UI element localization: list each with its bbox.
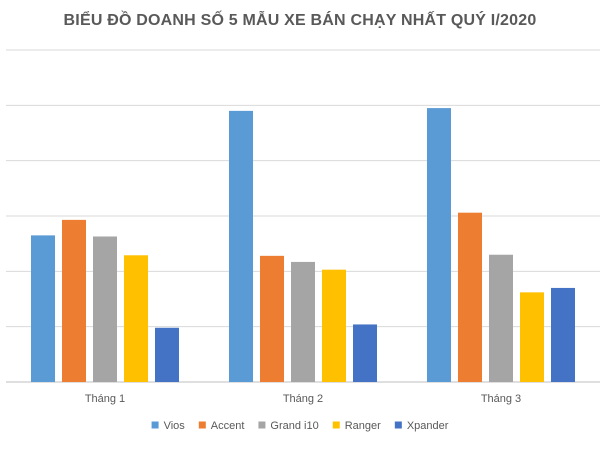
bar-xpander-3 <box>551 287 575 382</box>
bar-vios-2 <box>229 110 253 382</box>
bar-accent-2 <box>260 255 284 382</box>
x-tick-label: Tháng 1 <box>85 393 125 405</box>
x-tick-label: Tháng 2 <box>283 393 323 405</box>
chart-title: BIỂU ĐỒ DOANH SỐ 5 MẪU XE BÁN CHẠY NHẤT … <box>63 12 537 29</box>
bar-accent-3 <box>458 212 482 382</box>
legend-label: Vios <box>164 420 186 432</box>
legend-swatch <box>258 421 266 429</box>
legend-label: Accent <box>211 420 245 432</box>
bar-grand-i10-3 <box>489 254 513 382</box>
bar-ranger-3 <box>520 292 544 382</box>
legend-label: Xpander <box>407 420 449 432</box>
bar-ranger-1 <box>124 255 148 382</box>
bar-vios-3 <box>427 108 451 382</box>
legend-swatch <box>151 421 159 429</box>
legend-swatch <box>332 421 340 429</box>
bar-vios-1 <box>31 235 55 382</box>
bar-xpander-1 <box>155 327 179 382</box>
bar-xpander-2 <box>353 324 377 382</box>
x-tick-label: Tháng 3 <box>481 393 521 405</box>
legend-swatch <box>394 421 402 429</box>
legend-label: Ranger <box>345 420 381 432</box>
legend-label: Grand i10 <box>270 420 318 432</box>
bar-ranger-2 <box>322 269 346 382</box>
bar-grand-i10-2 <box>291 261 315 382</box>
legend-swatch <box>198 421 206 429</box>
bar-grand-i10-1 <box>93 236 117 382</box>
bar-accent-1 <box>62 219 86 382</box>
